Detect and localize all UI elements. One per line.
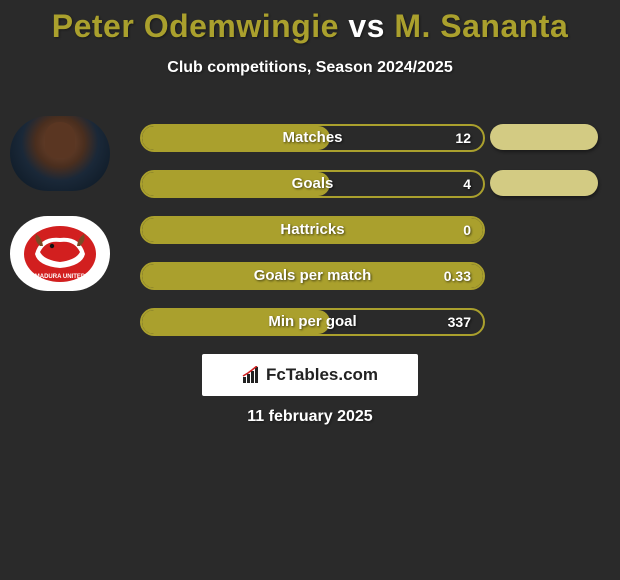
stat-label: Goals — [142, 172, 483, 196]
player1-avatar — [10, 116, 110, 191]
stat-row: Hattricks 0 — [140, 216, 485, 244]
stat-row: Goals 4 — [140, 170, 485, 198]
stats-panel: Matches 12 Goals 4 Hattricks 0 Goals per… — [140, 124, 485, 354]
stat-value: 0.33 — [444, 264, 471, 288]
stat-label: Min per goal — [142, 310, 483, 334]
stat-label: Matches — [142, 126, 483, 150]
svg-text:MADURA UNITED: MADURA UNITED — [35, 274, 86, 280]
player2-club-logo: MADURA UNITED — [10, 216, 110, 291]
comparison-pill — [490, 170, 598, 196]
vs-text: vs — [348, 8, 385, 44]
branding-badge[interactable]: FcTables.com — [202, 354, 418, 396]
stat-row: Min per goal 337 — [140, 308, 485, 336]
player1-name: Peter Odemwingie — [52, 8, 339, 44]
avatar-column: MADURA UNITED — [10, 116, 110, 316]
comparison-title: Peter Odemwingie vs M. Sananta — [0, 0, 620, 45]
stat-value: 4 — [463, 172, 471, 196]
stat-value: 337 — [448, 310, 471, 334]
stat-value: 12 — [455, 126, 471, 150]
stat-row: Matches 12 — [140, 124, 485, 152]
comparison-pill — [490, 124, 598, 150]
right-pill-column — [490, 124, 610, 216]
stat-label: Hattricks — [142, 218, 483, 242]
stat-value: 0 — [463, 218, 471, 242]
chart-icon — [242, 366, 262, 384]
date-text: 11 february 2025 — [0, 408, 620, 426]
stat-row: Goals per match 0.33 — [140, 262, 485, 290]
branding-text: FcTables.com — [266, 365, 378, 385]
subtitle: Club competitions, Season 2024/2025 — [0, 59, 620, 77]
player2-name: M. Sananta — [394, 8, 568, 44]
stat-label: Goals per match — [142, 264, 483, 288]
